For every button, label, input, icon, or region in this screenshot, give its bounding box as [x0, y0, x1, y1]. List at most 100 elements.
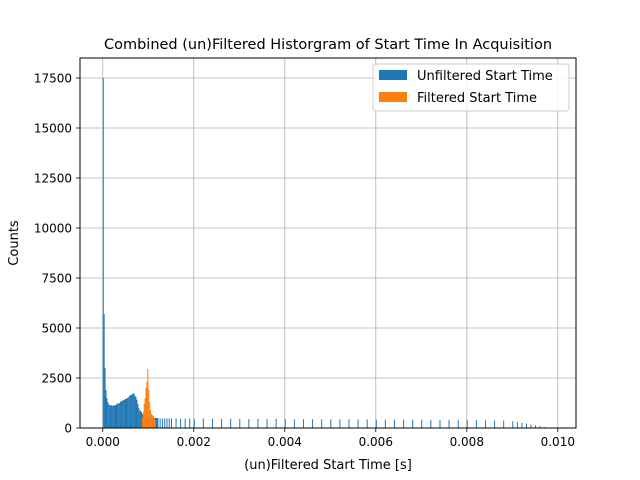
- filtered-bar: [143, 404, 145, 428]
- x-tick-label: 0.000: [86, 435, 120, 449]
- unfiltered-bar: [412, 419, 414, 428]
- unfiltered-bar: [221, 418, 223, 428]
- y-tick-label: 15000: [34, 122, 72, 136]
- unfiltered-bar: [111, 406, 113, 428]
- unfiltered-bar: [130, 395, 132, 428]
- unfiltered-bar: [106, 398, 108, 428]
- unfiltered-bar: [110, 406, 112, 428]
- unfiltered-bar: [127, 398, 129, 428]
- legend: Unfiltered Start Time Filtered Start Tim…: [372, 63, 570, 112]
- unfiltered-bar: [430, 419, 432, 428]
- plot-area-frame: [79, 57, 577, 429]
- unfiltered-bar: [448, 419, 450, 428]
- y-axis-label: Counts: [7, 220, 22, 266]
- x-tick-label: 0.010: [541, 435, 575, 449]
- unfiltered-bar: [211, 418, 213, 428]
- unfiltered-bar: [130, 395, 132, 428]
- unfiltered-bar: [132, 393, 134, 428]
- filtered-bar: [150, 414, 152, 428]
- y-tick-label: 17500: [34, 72, 72, 86]
- filtered-bar: [150, 410, 152, 428]
- unfiltered-bar: [184, 418, 186, 428]
- y-axis-ticks: 0 2500 5000 7500 10000 12500 15000 17500: [34, 72, 80, 436]
- unfiltered-bar: [312, 419, 314, 428]
- unfiltered-bar: [180, 418, 182, 428]
- chart-title: Combined (un)Filtered Historgram of Star…: [104, 37, 552, 53]
- unfiltered-bar: [120, 401, 122, 428]
- y-tick-label: 10000: [34, 222, 72, 236]
- unfiltered-bar: [275, 419, 277, 428]
- unfiltered-bar: [248, 419, 250, 428]
- unfiltered-bar: [109, 405, 111, 428]
- unfiltered-bar: [321, 419, 323, 428]
- unfiltered-bar: [293, 419, 295, 428]
- unfiltered-bar: [113, 406, 115, 428]
- unfiltered-bar: [155, 418, 157, 428]
- unfiltered-bar: [164, 418, 166, 428]
- unfiltered-bar: [110, 405, 112, 428]
- unfiltered-bar: [457, 419, 459, 428]
- unfiltered-bar: [539, 426, 541, 428]
- y-tick-label: 5000: [41, 322, 72, 336]
- filtered-bar: [149, 402, 151, 428]
- unfiltered-bar: [161, 418, 163, 428]
- unfiltered-bar: [120, 402, 122, 428]
- legend-label-unfiltered: Unfiltered Start Time: [417, 69, 553, 84]
- unfiltered-bar: [112, 405, 114, 428]
- y-tick-label: 2500: [41, 372, 72, 386]
- unfiltered-bar: [123, 400, 125, 428]
- unfiltered-bar: [134, 396, 136, 428]
- x-tick-label: 0.004: [268, 435, 302, 449]
- filtered-bar: [147, 369, 149, 428]
- unfiltered-bar: [157, 418, 159, 428]
- unfiltered-bar: [114, 405, 116, 428]
- unfiltered-bar: [366, 419, 368, 428]
- unfiltered-bar: [108, 404, 110, 428]
- unfiltered-bar: [124, 399, 126, 428]
- grid-lines: [80, 58, 576, 429]
- legend-swatch-unfiltered: [379, 70, 407, 80]
- unfiltered-bar: [230, 418, 232, 428]
- unfiltered-bar: [525, 423, 527, 428]
- unfiltered-bar: [266, 419, 268, 428]
- unfiltered-bar: [239, 419, 241, 428]
- unfiltered-bar: [139, 410, 141, 428]
- unfiltered-bar: [103, 314, 105, 428]
- unfiltered-bar: [202, 418, 204, 428]
- y-tick-label: 7500: [41, 272, 72, 286]
- unfiltered-bar: [129, 396, 131, 428]
- x-tick-label: 0.002: [177, 435, 211, 449]
- filtered-bar: [152, 416, 154, 428]
- unfiltered-bar: [494, 420, 496, 428]
- unfiltered-bar: [121, 401, 123, 428]
- unfiltered-bar: [117, 403, 119, 428]
- unfiltered-bar: [348, 419, 350, 428]
- unfiltered-bar: [421, 419, 423, 428]
- unfiltered-bar: [339, 419, 341, 428]
- filtered-bar: [142, 412, 144, 428]
- filtered-bar: [141, 418, 143, 428]
- unfiltered-bar: [516, 422, 518, 428]
- unfiltered-bar: [330, 419, 332, 428]
- unfiltered-bar: [115, 405, 117, 428]
- filtered-bar: [145, 388, 147, 428]
- unfiltered-bar: [133, 394, 135, 428]
- unfiltered-bar: [168, 418, 170, 428]
- unfiltered-bar: [135, 397, 137, 428]
- legend-label-filtered: Filtered Start Time: [417, 91, 537, 106]
- unfiltered-bar: [521, 422, 523, 428]
- unfiltered-bar: [138, 408, 140, 428]
- unfiltered-bar: [136, 400, 138, 428]
- unfiltered-bar: [535, 425, 537, 428]
- filtered-bar: [153, 418, 155, 428]
- unfiltered-bar: [104, 368, 106, 428]
- unfiltered-bar: [156, 418, 158, 428]
- unfiltered-bar: [512, 421, 514, 428]
- unfiltered-bar: [189, 418, 191, 428]
- unfiltered-bar: [140, 411, 142, 428]
- unfiltered-bar: [125, 399, 127, 428]
- unfiltered-bar: [118, 404, 120, 428]
- unfiltered-bar: [119, 403, 121, 428]
- unfiltered-bar: [530, 424, 532, 428]
